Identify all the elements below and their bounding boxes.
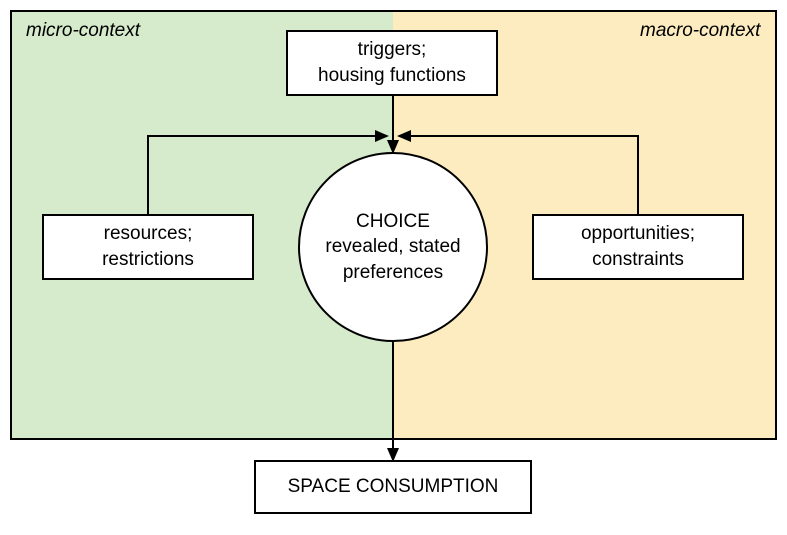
resources-line2: restrictions bbox=[102, 247, 194, 273]
triggers-line1: triggers; bbox=[358, 37, 427, 63]
triggers-box: triggers; housing functions bbox=[286, 30, 498, 96]
choice-line1: CHOICE bbox=[356, 209, 430, 235]
opportunities-box: opportunities; constraints bbox=[532, 214, 744, 280]
macro-context-label: macro-context bbox=[640, 20, 760, 42]
space-consumption-box: SPACE CONSUMPTION bbox=[254, 460, 532, 514]
choice-line3: preferences bbox=[343, 260, 443, 286]
resources-box: resources; restrictions bbox=[42, 214, 254, 280]
triggers-line2: housing functions bbox=[318, 63, 466, 89]
micro-context-label: micro-context bbox=[26, 20, 140, 42]
choice-line2: revealed, stated bbox=[325, 234, 460, 260]
diagram-canvas: micro-context macro-context triggers; ho… bbox=[0, 0, 787, 535]
choice-circle: CHOICE revealed, stated preferences bbox=[298, 152, 488, 342]
opportunities-line1: opportunities; bbox=[581, 221, 695, 247]
space-line1: SPACE CONSUMPTION bbox=[288, 474, 499, 500]
opportunities-line2: constraints bbox=[592, 247, 684, 273]
resources-line1: resources; bbox=[104, 221, 193, 247]
